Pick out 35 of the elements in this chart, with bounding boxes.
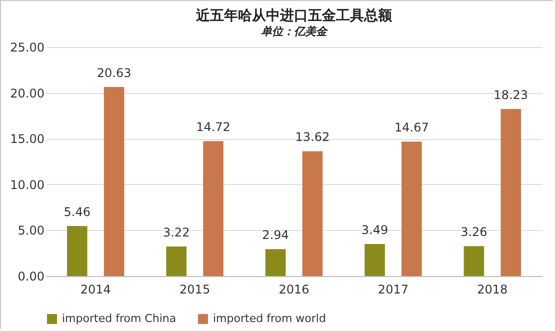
data-label: 2.94 [262,228,289,242]
data-label: 3.26 [460,225,488,240]
bar [302,151,323,276]
bar [265,249,286,276]
data-label: 18.23 [494,88,528,102]
bar [402,142,422,276]
y-tick-label: 5.00 [18,224,44,238]
y-tick-label: 20.00 [10,86,44,100]
bar [104,87,124,276]
y-tick-label: 25.00 [10,40,44,54]
x-tick-label: 2014 [80,282,111,296]
x-tick-label: 2017 [378,282,408,296]
data-label: 14.67 [394,120,429,135]
data-label: 20.63 [96,66,132,80]
legend-label: imported from world [213,312,326,325]
bar [500,109,522,276]
data-label: 14.72 [196,120,230,134]
data-label: 3.49 [361,223,388,238]
x-tick-label: 2016 [278,282,310,296]
bar [66,226,88,276]
bar [364,244,385,276]
bar [166,246,186,276]
x-tick-label: 2015 [180,282,210,296]
data-label: 13.62 [295,130,330,144]
data-label: 3.22 [162,226,190,240]
bar [464,246,484,276]
y-tick-label: 0.00 [18,270,44,284]
y-tick-label: 15.00 [10,132,44,146]
y-tick-label: 10.00 [10,178,44,192]
bar [203,141,224,276]
x-tick-label: 2018 [477,282,508,296]
legend-label: imported from China [62,312,176,325]
data-label: 5.46 [64,204,91,219]
chart-title: 近五年哈从中进口五金工具总额 [195,7,393,24]
chart-subtitle: 单位：亿美金 [261,25,329,38]
